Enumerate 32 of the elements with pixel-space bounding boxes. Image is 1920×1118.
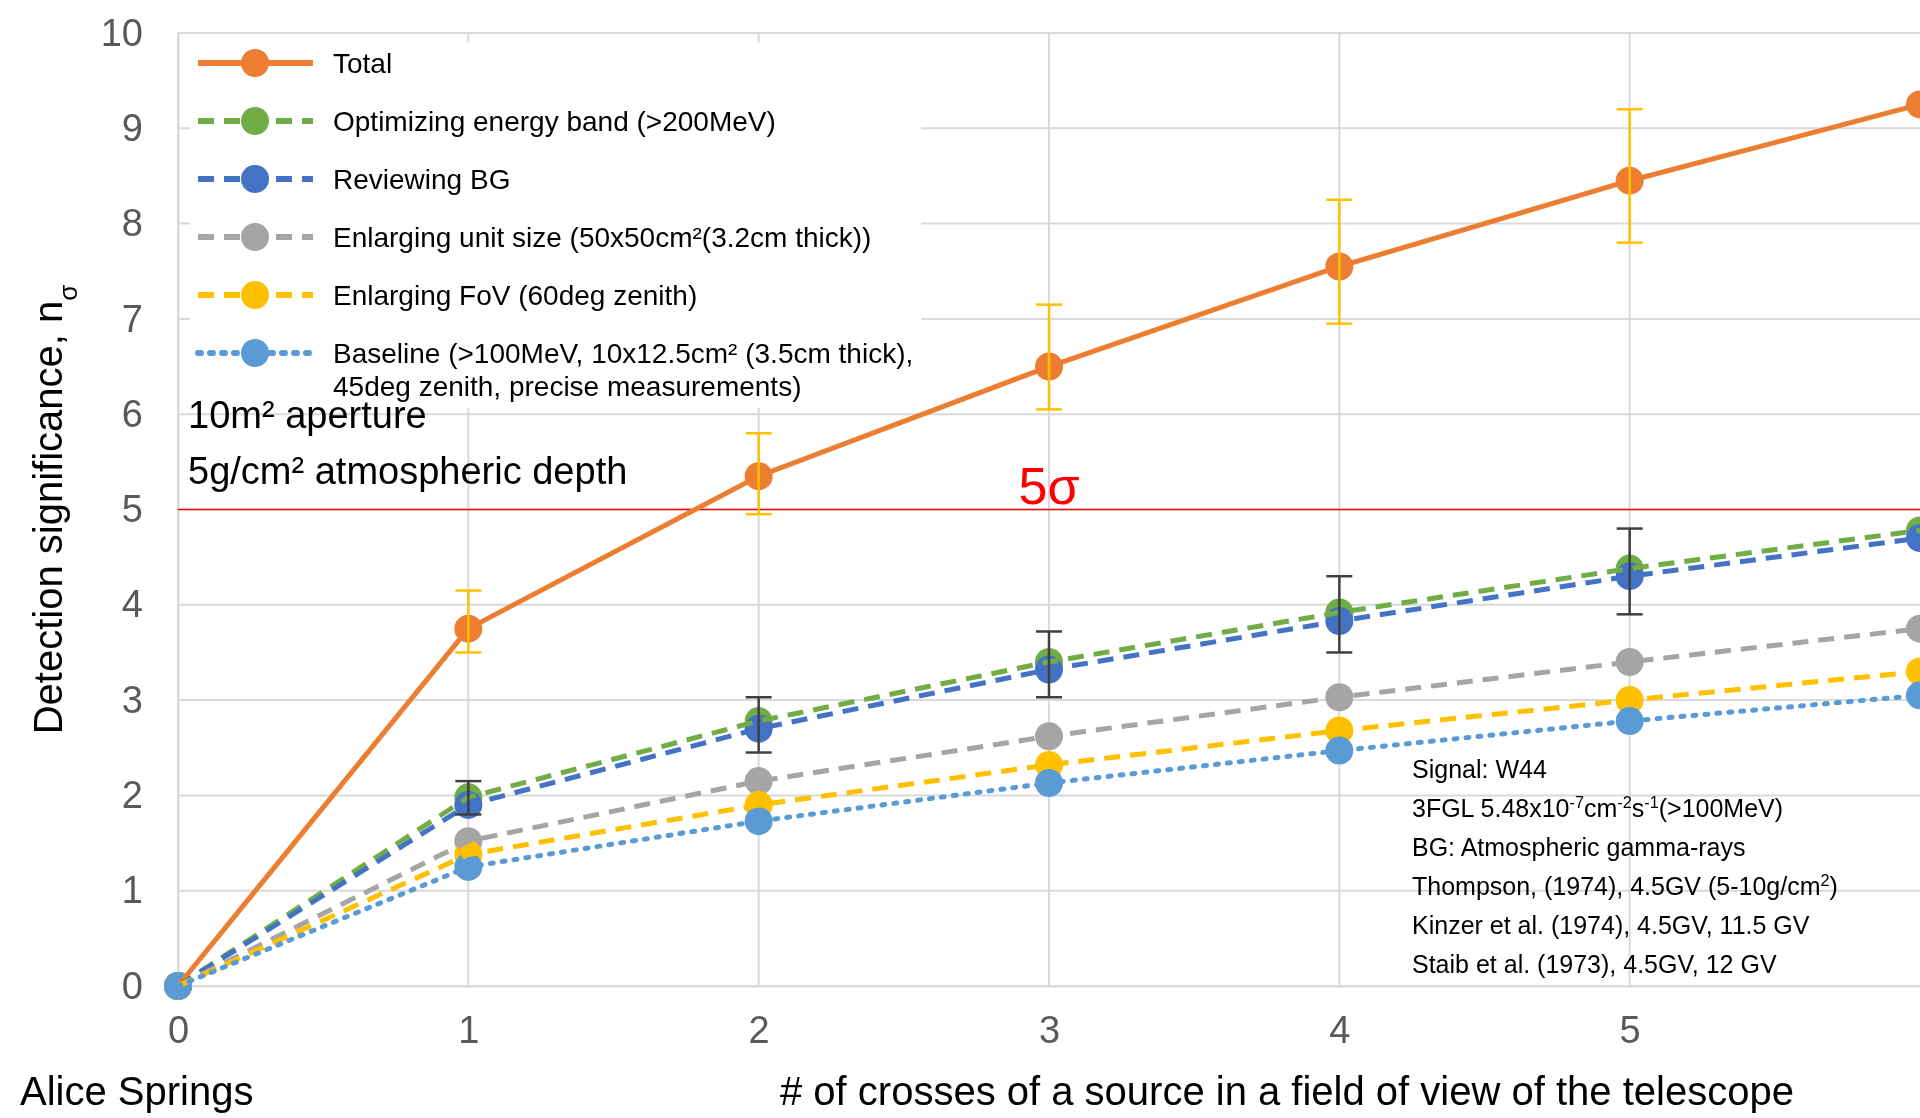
- y-tick-label: 10: [100, 11, 143, 54]
- x-tick-label: 3: [1038, 1008, 1061, 1051]
- legend-label: Reviewing BG: [333, 164, 511, 195]
- legend-label: Enlarging FoV (60deg zenith): [333, 280, 698, 311]
- y-tick-label: 6: [121, 392, 143, 435]
- y-tick-label: 9: [121, 106, 143, 149]
- y-tick-label: 2: [121, 774, 143, 817]
- text: Alice Springs: [20, 1069, 254, 1113]
- annotation: 3FGL 5.48x10$^{-7}$cm$^{-2}$s$^{-1}$(>100MeV): [1412, 793, 1784, 822]
- annotation: Signal: W44: [1412, 755, 1547, 783]
- y-tick-label: 8: [121, 202, 143, 245]
- x-tick-label: 1: [458, 1008, 480, 1051]
- x-tick-label: 2: [748, 1008, 770, 1051]
- annotation: Thompson, (1974), 4.5GV (5-10g/cm$^{2}$): [1412, 871, 1838, 900]
- annotation: Staib et al. (1973), 4.5GV, 12 GV: [1412, 950, 1777, 978]
- y-tick-label: 1: [121, 869, 143, 912]
- ref-line-label: 5σ: [1018, 456, 1080, 515]
- legend-label: Optimizing energy band (>200MeV): [333, 106, 776, 137]
- annotation: Kinzer et al. (1974), 4.5GV, 11.5 GV: [1412, 911, 1810, 939]
- y-tick-label: 0: [121, 964, 143, 1007]
- x-tick-label: 0: [167, 1008, 190, 1051]
- x-axis-title: # of crosses of a source in a field of view of the telescope: [780, 1069, 1794, 1113]
- annotation: 5g/cm² atmospheric depth: [188, 450, 628, 492]
- x-tick-label: 5: [1619, 1008, 1641, 1051]
- legend-label: Enlarging unit size (50x50cm²(3.2cm thick)): [333, 222, 872, 253]
- x-tick-label: 4: [1329, 1008, 1351, 1051]
- y-tick-label: 4: [121, 583, 143, 626]
- y-tick-label: 5: [121, 488, 143, 531]
- annotation: BG: Atmospheric gamma-rays: [1412, 833, 1746, 861]
- y-tick-label: 3: [121, 678, 143, 721]
- y-tick-label: 7: [121, 297, 143, 340]
- legend-label: Total: [333, 48, 393, 79]
